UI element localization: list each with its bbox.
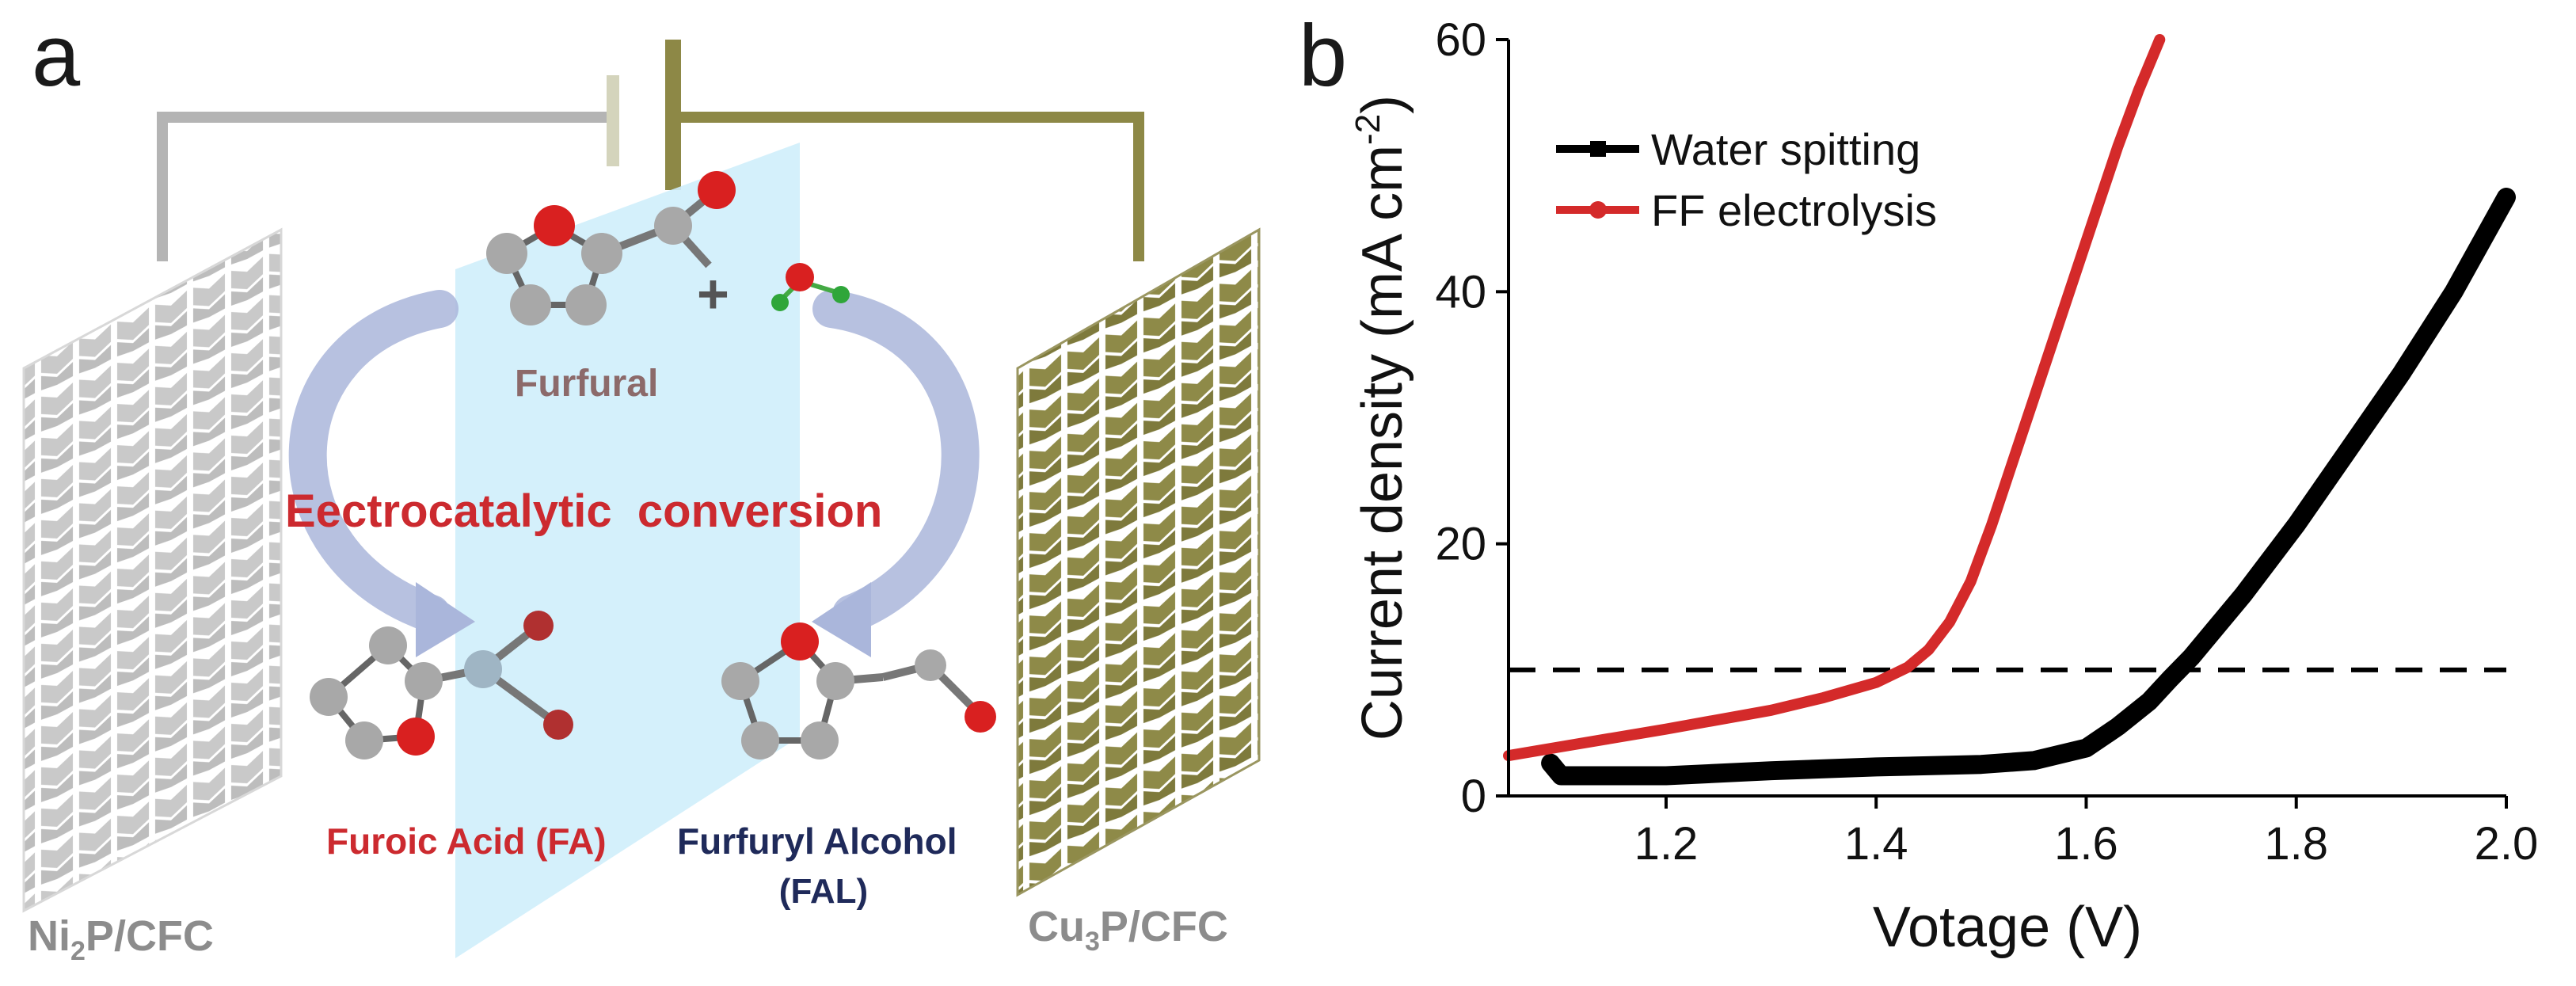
ff-electrolysis-point: [1904, 663, 1912, 672]
ff-electrolysis-point: [2072, 268, 2080, 277]
plus-sign: +: [697, 263, 729, 325]
ff-electrolysis-point: [1988, 520, 1996, 529]
water-splitting-point: [1974, 758, 1988, 771]
water-splitting-point: [2027, 754, 2041, 767]
ff-electrolysis-point: [1924, 645, 1933, 654]
ff-electrolysis-point: [2030, 394, 2038, 403]
ff-electrolysis-point: [1872, 678, 1881, 687]
lsv-chart: b 1.2 1.4 1.6 1.8 2.0 0 20 40 60 Votage (V) Curr…: [1299, 7, 2538, 959]
panel-a-schematic: a + Furfural Eectrocatalytic conversion: [0, 0, 1291, 982]
y-tick-label: 0: [1461, 771, 1486, 822]
ff-electrolysis-point: [2156, 36, 2164, 44]
water-splitting-point: [2111, 720, 2125, 733]
ff-electrolysis-point: [1819, 693, 1828, 702]
water-splitting-point: [2205, 626, 2219, 639]
x-tick-label: 1.8: [2264, 818, 2328, 870]
ff-electrolysis-point: [1767, 706, 1775, 714]
legend-marker-water: [1590, 141, 1606, 157]
y-tick-label: 40: [1435, 266, 1486, 318]
x-tick-label: 1.4: [1844, 818, 1908, 870]
water-splitting-point: [1544, 756, 1558, 770]
axis-ticks: 1.2 1.4 1.6 1.8 2.0 0 20 40 60: [1435, 14, 2538, 870]
furfuryl-alcohol-molecule: [721, 622, 996, 759]
y-axis-title: Current density (mA cm-2): [1349, 95, 1414, 740]
ff-electrolysis-point: [2050, 332, 2059, 341]
y-tick-label: 20: [1435, 519, 1486, 570]
water-splitting-point: [2163, 672, 2177, 685]
right-curved-arrow: [812, 290, 980, 633]
membrane: [455, 143, 800, 958]
ff-electrolysis-point: [1661, 725, 1670, 733]
fal-abbrev-label: (FAL): [779, 872, 868, 911]
panel-b-chart: b 1.2 1.4 1.6 1.8 2.0 0 20 40 60 Votage (V) Curr…: [1291, 0, 2576, 982]
furfuryl-alcohol-label: Furfuryl Alcohol: [677, 820, 957, 862]
water-splitting-point: [2185, 650, 2198, 664]
left-wire: [157, 112, 614, 261]
left-curved-arrow: [288, 290, 459, 633]
process-label: Eectrocatalytic conversion: [285, 485, 882, 537]
panel-b-label: b: [1299, 7, 1347, 105]
panel-a-label: a: [32, 7, 81, 105]
legend-label-ff: FF electrolysis: [1651, 185, 1937, 235]
x-axis-title: Votage (V): [1873, 896, 2142, 959]
legend-marker-ff: [1589, 201, 1607, 219]
furfural-molecule: [486, 171, 736, 325]
ff-electrolysis-point: [2092, 205, 2101, 214]
y-tick-label: 60: [1435, 14, 1486, 66]
ff-electrolysis-point: [2114, 143, 2122, 151]
ff-electrolysis-point: [2134, 86, 2143, 94]
ni2p-electrode: [22, 227, 283, 913]
water-splitting-point: [2079, 741, 2093, 755]
ff-electrolysis-point: [1557, 742, 1566, 751]
water-splitting-point: [1554, 769, 1568, 782]
right-arrow-head: [812, 582, 871, 657]
legend-label-water: Water spitting: [1651, 124, 1920, 174]
legend: Water spitting FF electrolysis: [1556, 124, 1937, 235]
left-arrow-head: [416, 582, 475, 657]
water-splitting-point: [2289, 518, 2303, 531]
battery-long-plate: [665, 40, 681, 190]
x-tick-label: 1.2: [1634, 818, 1699, 870]
water-splitting-point: [2342, 443, 2356, 456]
furoic-acid-label: Furoic Acid (FA): [326, 820, 607, 862]
schematic-svg: a + Furfural Eectrocatalytic conversion: [22, 7, 1261, 966]
water-splitting-point: [2395, 367, 2408, 380]
plot-area: [1503, 34, 2516, 786]
water-splitting-point: [2237, 588, 2251, 601]
water-molecule: [771, 263, 850, 311]
battery-short-plate: [607, 75, 619, 166]
water-splitting-point: [2143, 695, 2156, 708]
water-splitting-point: [2500, 190, 2513, 204]
water-splitting-point: [1659, 769, 1672, 782]
x-tick-label: 1.6: [2054, 818, 2118, 870]
ff-electrolysis-point: [1946, 618, 1954, 626]
x-tick-label: 2.0: [2475, 818, 2539, 870]
water-splitting-point: [2447, 285, 2460, 299]
furfural-label: Furfural: [515, 363, 658, 405]
cu3p-cfc-label: Cu3P/CFC: [1028, 903, 1228, 957]
ni2p-cfc-label: Ni2P/CFC: [28, 912, 214, 966]
ff-electrolysis-point: [1966, 577, 1975, 586]
water-splitting-point: [1870, 760, 1883, 774]
water-splitting-point: [1764, 764, 1778, 778]
series-water-splitting-line: [1541, 188, 2516, 786]
cu3p-electrode: [1016, 227, 1261, 897]
furoic-acid-molecule: [310, 611, 573, 759]
right-wire: [677, 112, 1144, 261]
ff-electrolysis-point: [2008, 458, 2017, 466]
